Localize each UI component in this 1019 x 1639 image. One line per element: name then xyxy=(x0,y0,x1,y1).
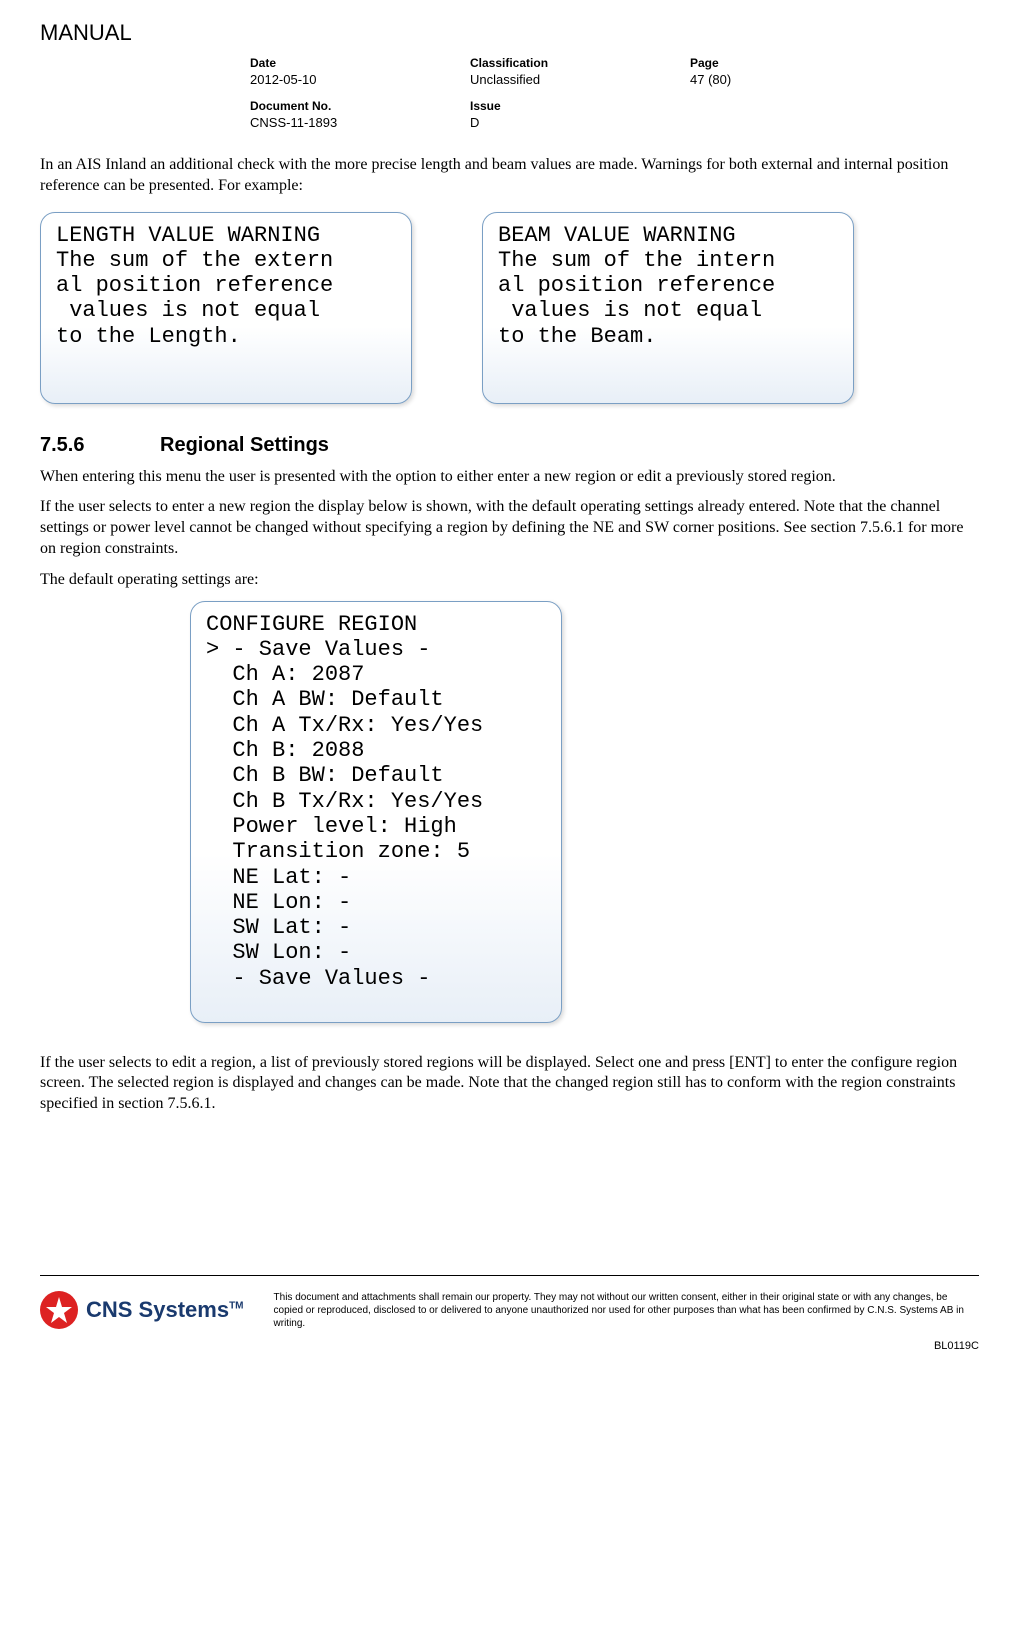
docno-label: Document No. xyxy=(250,99,470,113)
logo-tm: TM xyxy=(229,1301,243,1312)
warning-screens-row: LENGTH VALUE WARNING The sum of the exte… xyxy=(40,212,979,404)
company-logo: CNS SystemsTM xyxy=(40,1291,244,1329)
footer-code: BL0119C xyxy=(40,1340,979,1352)
intro-paragraph: In an AIS Inland an additional check wit… xyxy=(40,155,979,197)
paragraph-4: The default operating settings are: xyxy=(40,570,979,591)
logo-company-name: CNS Systems xyxy=(86,1297,229,1322)
paragraph-5: If the user selects to edit a region, a … xyxy=(40,1053,979,1115)
issue-value: D xyxy=(470,115,690,130)
page-value: 47 (80) xyxy=(690,72,910,87)
page-label: Page xyxy=(690,56,910,70)
logo-text: CNS SystemsTM xyxy=(86,1297,244,1323)
section-number: 7.5.6 xyxy=(40,434,160,457)
date-value: 2012-05-10 xyxy=(250,72,470,87)
section-title: Regional Settings xyxy=(160,434,329,456)
document-header: Date Classification Page 2012-05-10 Uncl… xyxy=(250,56,979,130)
page-footer: CNS SystemsTM This document and attachme… xyxy=(40,1275,979,1330)
section-heading: 7.5.6Regional Settings xyxy=(40,434,979,457)
classification-label: Classification xyxy=(470,56,690,70)
paragraph-3: If the user selects to enter a new regio… xyxy=(40,497,979,559)
logo-star-icon xyxy=(40,1291,78,1329)
configure-region-screen: CONFIGURE REGION > - Save Values - Ch A:… xyxy=(190,601,562,1023)
footer-disclaimer: This document and attachments shall rema… xyxy=(274,1291,979,1330)
manual-title: MANUAL xyxy=(40,20,979,46)
date-label: Date xyxy=(250,56,470,70)
paragraph-2: When entering this menu the user is pres… xyxy=(40,467,979,488)
classification-value: Unclassified xyxy=(470,72,690,87)
beam-warning-screen: BEAM VALUE WARNING The sum of the intern… xyxy=(482,212,854,404)
length-warning-screen: LENGTH VALUE WARNING The sum of the exte… xyxy=(40,212,412,404)
docno-value: CNSS-11-1893 xyxy=(250,115,470,130)
issue-label: Issue xyxy=(470,99,690,113)
